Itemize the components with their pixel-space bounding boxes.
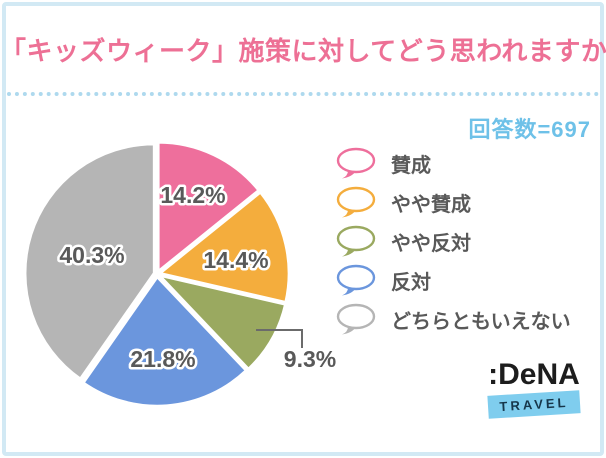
pie-slice-3: [82, 275, 248, 408]
dotted-separator: [7, 92, 599, 96]
legend-item-hantai: 反対: [336, 261, 571, 300]
pie-data-label-4: 40.3%: [59, 242, 124, 268]
pie-slice-1: [158, 191, 291, 304]
chart-legend: 賛成 やや賛成 やや反対 反対: [336, 144, 571, 339]
pie-slice-2: [158, 274, 287, 371]
speech-bubble-icon: [336, 225, 376, 257]
pie-data-label-1: 14.4%: [203, 247, 268, 273]
pie-chart: 14.2% 14.4% 9.3% 21.8% 40.3%: [0, 115, 360, 415]
respondents-count: 回答数=697: [468, 117, 591, 142]
speech-bubble-icon: [336, 147, 376, 179]
legend-label: どちらともいえない: [391, 311, 571, 333]
pie-slice-0: [156, 140, 261, 273]
speech-bubble-icon: [336, 303, 376, 335]
pie-chart-svg: 14.2% 14.4% 9.3% 21.8% 40.3%: [23, 140, 339, 408]
pie-data-label-3: 21.8%: [130, 346, 195, 372]
legend-label: やや賛成: [391, 194, 471, 216]
legend-item-sansei: 賛成: [336, 144, 571, 183]
dena-logo-text: :DeNA: [488, 358, 580, 391]
callout-line: [256, 329, 303, 348]
pie-data-label-0: 14.2%: [160, 182, 225, 208]
dena-travel-logo: :DeNA TRAVEL: [484, 358, 584, 419]
legend-item-yaya-sansei: やや賛成: [336, 183, 571, 222]
speech-bubble-icon: [336, 264, 376, 296]
legend-label: 賛成: [391, 155, 431, 177]
pie-data-label-2: 9.3%: [284, 346, 336, 372]
legend-item-yaya-hantai: やや反対: [336, 222, 571, 261]
speech-bubble-icon: [336, 186, 376, 218]
legend-item-dochira: どちらともいえない: [336, 300, 571, 339]
page-title: 「キッズウィーク」施策に対してどう思われますか？: [0, 36, 606, 66]
legend-label: やや反対: [391, 233, 471, 255]
travel-banner: TRAVEL: [487, 390, 581, 419]
legend-label: 反対: [391, 272, 431, 294]
pie-slice-4: [23, 142, 156, 381]
